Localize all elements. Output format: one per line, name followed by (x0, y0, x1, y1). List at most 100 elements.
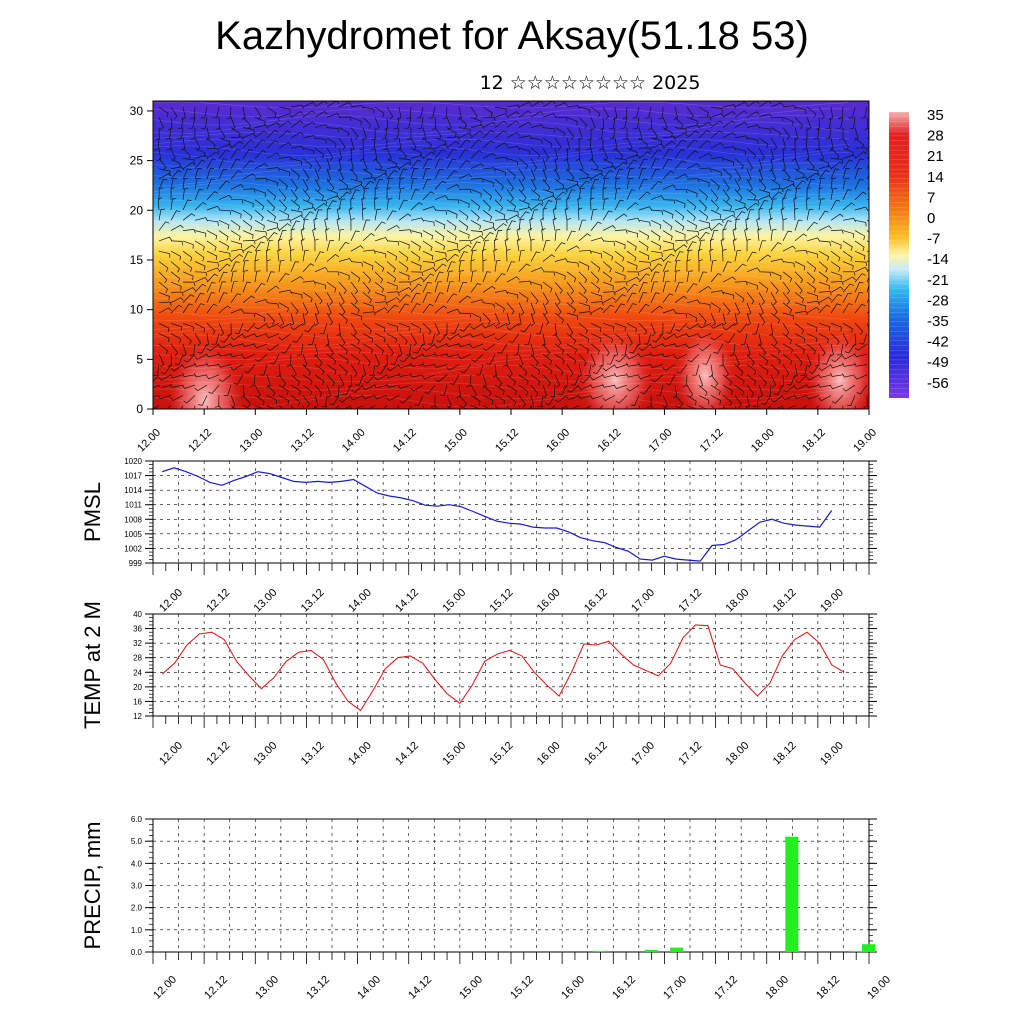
wind-barb (446, 148, 457, 159)
wind-barb (770, 137, 778, 151)
wind-barb (638, 374, 652, 380)
wind-barb (614, 213, 628, 221)
wind-barb (542, 384, 548, 399)
wind-barb (686, 235, 700, 242)
y-tick-label: 0 (136, 402, 143, 416)
wind-barb (756, 217, 761, 231)
wind-barb (362, 311, 376, 316)
wind-barb (434, 374, 448, 383)
wind-barb (698, 129, 711, 139)
wind-barb (302, 178, 309, 192)
wind-barb (422, 261, 436, 267)
wind-barb (374, 307, 388, 314)
wind-barb (278, 405, 284, 409)
wind-barb (698, 239, 706, 252)
wind-barb (566, 127, 575, 140)
heatmap-contour (153, 290, 850, 300)
wind-barb (530, 267, 544, 273)
wind-barb (852, 333, 857, 347)
x-tick-label: 14.00 (346, 740, 374, 768)
wind-barb (362, 188, 369, 200)
wind-barb (338, 228, 345, 241)
wind-barb (494, 189, 503, 202)
wind-barb (278, 168, 290, 177)
wind-barb (818, 290, 832, 296)
wind-barb (254, 333, 268, 338)
wind-barb (230, 364, 244, 371)
wind-barb (530, 209, 539, 221)
wind-barb (361, 207, 367, 221)
wind-barb (686, 106, 694, 120)
wind-barb (290, 145, 304, 150)
wind-barb (302, 158, 313, 170)
wind-barb (665, 374, 676, 385)
wind-barb (166, 405, 172, 409)
y-axis-title: PMSL (80, 482, 105, 542)
wind-barb (746, 111, 760, 118)
wind-barb (746, 124, 760, 129)
wind-barb (686, 283, 698, 293)
wind-barb (314, 364, 325, 375)
wind-barb (518, 110, 532, 118)
wind-barb (218, 194, 232, 201)
wind-barb (516, 238, 522, 252)
wind-barb (290, 199, 301, 211)
wind-barb (254, 395, 265, 406)
wind-barb (710, 222, 723, 231)
wind-barb (254, 130, 268, 139)
wind-barb (194, 177, 202, 190)
wind-barb (362, 281, 371, 295)
wind-barb (842, 250, 853, 262)
wind-barb (398, 158, 411, 164)
wind-barb (266, 152, 280, 159)
wind-barb (722, 292, 735, 300)
wind-barb (300, 227, 305, 241)
x-tick-label: 12.12 (204, 740, 232, 768)
wind-barb (710, 322, 724, 329)
wind-barb (302, 302, 309, 316)
wind-barb (362, 302, 374, 311)
x-tick-label: 19.00 (851, 427, 879, 455)
wind-barb (599, 117, 605, 130)
wind-barb (470, 230, 484, 236)
wind-barb (326, 127, 340, 133)
wind-barb (590, 178, 600, 190)
wind-barb (854, 250, 866, 260)
wind-barb (686, 230, 700, 236)
wind-barb (218, 149, 230, 159)
wind-barb (218, 250, 231, 258)
wind-barb (355, 374, 364, 386)
wind-barb (208, 384, 220, 394)
wind-barb (770, 271, 782, 281)
wind-barb (414, 395, 424, 406)
wind-barb (266, 167, 280, 172)
wind-barb (206, 250, 218, 261)
wind-barb (686, 150, 699, 159)
wind-barb (308, 333, 316, 345)
wind-barb (542, 364, 553, 375)
wind-barb (290, 302, 299, 315)
wind-barb (422, 191, 435, 200)
wind-barb (517, 312, 522, 326)
wind-barb (158, 250, 171, 258)
wind-barb (398, 303, 410, 314)
wind-barb (554, 271, 566, 280)
wind-barb (770, 127, 781, 138)
wind-barb (758, 364, 769, 375)
wind-barb (554, 353, 565, 365)
wind-barb (446, 333, 460, 341)
wind-barb (626, 230, 638, 238)
wind-barb (240, 385, 245, 398)
wind-barb (458, 395, 467, 408)
wind-barb (286, 354, 292, 367)
wind-barb (606, 354, 616, 365)
wind-barb (350, 292, 358, 305)
wind-barb (842, 261, 854, 270)
wind-barb (758, 199, 769, 211)
wind-barb (542, 292, 549, 306)
wind-barb (578, 249, 592, 255)
wind-barb (793, 364, 798, 378)
wind-barb (350, 353, 361, 365)
wind-barb (158, 236, 172, 242)
wind-barb (254, 282, 266, 293)
